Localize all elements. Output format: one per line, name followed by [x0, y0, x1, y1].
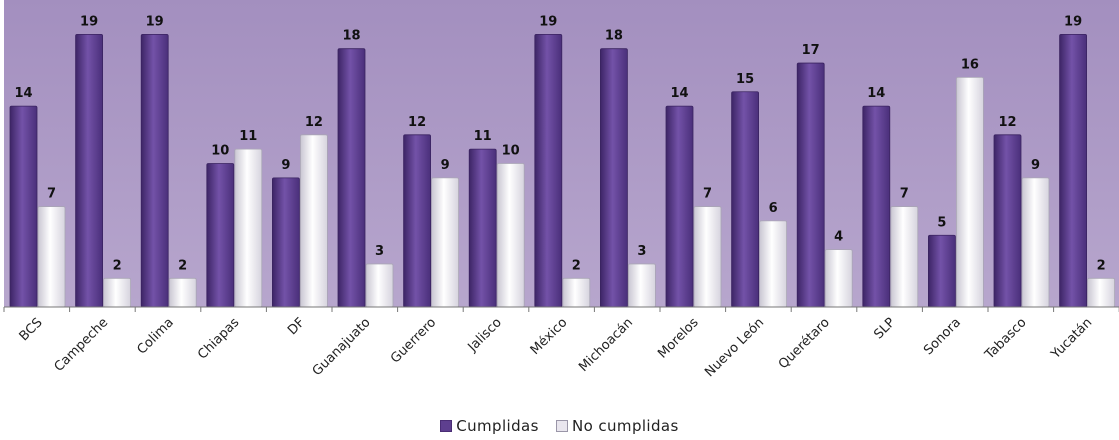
x-tick-label: Yucatán — [1048, 315, 1095, 362]
bar-no-cumplidas — [37, 206, 66, 308]
data-label-no-cumplidas: 11 — [239, 129, 257, 144]
bar-no-cumplidas — [496, 163, 525, 308]
data-label-no-cumplidas: 12 — [305, 115, 323, 130]
data-label-cumplidas: 17 — [802, 43, 820, 58]
bar-cumplidas — [1059, 33, 1087, 308]
x-tick-label: Querétaro — [776, 315, 833, 372]
data-label-no-cumplidas: 10 — [502, 144, 520, 159]
data-label-cumplidas: 9 — [281, 158, 290, 173]
data-label-no-cumplidas: 2 — [572, 258, 581, 273]
bar-no-cumplidas — [693, 206, 722, 308]
bar-no-cumplidas — [1087, 277, 1115, 308]
x-tick-label: México — [528, 315, 571, 358]
x-tick-label: BCS — [17, 315, 46, 344]
bar-no-cumplidas — [234, 148, 263, 308]
bar-cumplidas — [993, 134, 1022, 308]
bar-cumplidas — [337, 48, 366, 308]
data-label-no-cumplidas: 6 — [769, 201, 778, 216]
x-tick-label: Nuevo León — [702, 315, 767, 380]
x-tick-label: Colima — [134, 315, 176, 357]
data-labels-layer: 14 7 19 2 19 2 10 11 9 12 18 3 12 9 11 10 19 2 18 3 14 7 15 6 17… — [14, 14, 1105, 273]
x-tick-label: Morelos — [655, 315, 702, 362]
bar-cumplidas — [796, 62, 825, 308]
data-label-no-cumplidas: 9 — [441, 158, 450, 173]
bar-cumplidas — [140, 33, 169, 308]
bar-no-cumplidas — [956, 77, 984, 308]
bar-no-cumplidas — [431, 177, 460, 308]
data-label-cumplidas: 19 — [1064, 14, 1082, 29]
chart-legend: Cumplidas No cumplidas — [0, 417, 1119, 435]
bar-cumplidas — [665, 105, 694, 308]
x-tick-label: Guerrero — [388, 315, 439, 366]
bar-cumplidas — [600, 48, 628, 308]
data-label-cumplidas: 14 — [867, 86, 885, 101]
bar-no-cumplidas — [562, 277, 591, 308]
data-label-cumplidas: 11 — [474, 129, 492, 144]
data-label-cumplidas: 19 — [146, 14, 164, 29]
bar-no-cumplidas — [824, 249, 853, 308]
bar-no-cumplidas — [299, 134, 328, 308]
data-label-cumplidas: 14 — [670, 86, 688, 101]
legend-swatch-no-cumplidas — [556, 420, 569, 432]
bar-no-cumplidas — [103, 277, 131, 308]
data-label-cumplidas: 18 — [605, 29, 623, 44]
bar-cumplidas — [206, 163, 235, 308]
bars-layer — [9, 33, 1115, 308]
legend-label-no-cumplidas: No cumplidas — [572, 417, 679, 435]
data-label-no-cumplidas: 7 — [900, 187, 909, 202]
data-label-cumplidas: 5 — [937, 215, 946, 230]
x-axis-ticks — [3, 307, 1119, 312]
x-axis-tick-labels: BCS Campeche Colima Chiapas DF Guanajuato Guer… — [17, 315, 1096, 380]
data-label-no-cumplidas: 3 — [637, 244, 646, 259]
bar-cumplidas — [862, 105, 891, 308]
data-label-no-cumplidas: 16 — [961, 57, 979, 72]
bar-no-cumplidas — [759, 220, 787, 308]
x-tick-label: Tabasco — [982, 315, 1030, 363]
x-tick-label: Michoacán — [576, 315, 636, 375]
bar-no-cumplidas — [628, 263, 656, 308]
x-tick-label: Jalisco — [465, 315, 505, 355]
bar-no-cumplidas — [365, 263, 394, 308]
legend-item-no-cumplidas: No cumplidas — [556, 417, 679, 435]
bar-cumplidas — [271, 177, 300, 308]
bar-cumplidas — [9, 105, 38, 308]
data-label-cumplidas: 14 — [14, 86, 32, 101]
bar-cumplidas — [928, 234, 956, 308]
legend-item-cumplidas: Cumplidas — [440, 417, 539, 435]
bar-cumplidas — [403, 134, 432, 308]
data-label-no-cumplidas: 2 — [178, 258, 187, 273]
x-tick-label: SLP — [871, 315, 898, 342]
x-tick-label: Chiapas — [195, 315, 242, 362]
data-label-no-cumplidas: 2 — [1097, 258, 1106, 273]
data-label-cumplidas: 19 — [539, 14, 557, 29]
bar-no-cumplidas — [890, 206, 919, 308]
data-label-no-cumplidas: 2 — [113, 258, 122, 273]
data-label-no-cumplidas: 7 — [703, 187, 712, 202]
bar-no-cumplidas — [168, 277, 197, 308]
data-label-no-cumplidas: 4 — [834, 230, 843, 245]
data-label-cumplidas: 12 — [998, 115, 1016, 130]
x-tick-label: Guanajuato — [310, 315, 374, 379]
bar-cumplidas — [731, 91, 759, 308]
bar-cumplidas — [75, 33, 103, 308]
data-label-cumplidas: 19 — [80, 14, 98, 29]
bar-cumplidas — [534, 33, 563, 308]
x-tick-label: Sonora — [921, 315, 964, 358]
x-tick-label: Campeche — [52, 315, 112, 375]
data-label-cumplidas: 18 — [342, 29, 360, 44]
data-label-no-cumplidas: 9 — [1031, 158, 1040, 173]
legend-swatch-cumplidas — [440, 420, 453, 432]
data-label-cumplidas: 15 — [736, 72, 754, 87]
data-label-no-cumplidas: 7 — [47, 187, 56, 202]
data-label-cumplidas: 10 — [211, 144, 229, 159]
data-label-no-cumplidas: 3 — [375, 244, 384, 259]
bar-no-cumplidas — [1021, 177, 1050, 308]
x-tick-label: DF — [285, 315, 308, 338]
legend-label-cumplidas: Cumplidas — [456, 417, 539, 435]
bar-cumplidas — [468, 148, 497, 308]
data-label-cumplidas: 12 — [408, 115, 426, 130]
